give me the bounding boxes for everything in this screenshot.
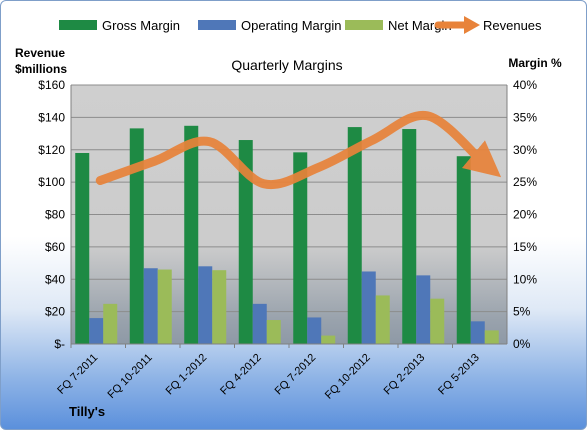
right-tick-label: 0% xyxy=(513,337,531,351)
operating-margin-bar xyxy=(198,266,213,344)
net-margin-bar xyxy=(375,295,390,344)
legend-label-revenues: Revenues xyxy=(483,18,542,33)
x-tick-label: FQ 5-2013 xyxy=(436,352,482,398)
right-axis-label: Margin % xyxy=(508,56,562,70)
gross-margin-bar xyxy=(347,127,362,345)
bars-group xyxy=(75,125,499,345)
operating-margin-bar xyxy=(89,318,104,344)
legend-label-gross-margin: Gross Margin xyxy=(102,18,180,33)
left-tick-label: $60 xyxy=(45,240,65,254)
right-tick-label: 40% xyxy=(513,78,537,92)
legend-swatch-gross-margin xyxy=(59,20,97,30)
gross-margin-bar xyxy=(402,129,417,344)
left-tick-label: $- xyxy=(54,337,65,351)
left-tick-label: $20 xyxy=(45,305,65,319)
revenue-line-group xyxy=(95,110,502,190)
left-tick-label: $100 xyxy=(38,175,65,189)
operating-margin-bar xyxy=(470,321,485,344)
right-tick-label: 35% xyxy=(513,110,537,124)
net-margin-bar xyxy=(103,303,118,344)
legend-swatch-net-margin xyxy=(345,20,383,30)
net-margin-bar xyxy=(484,330,499,344)
legend: Gross Margin Operating Margin Net Margin Re… xyxy=(59,16,542,34)
left-axis-label-line1: Revenue xyxy=(15,46,65,60)
gross-margin-bar xyxy=(129,128,144,344)
legend-label-net-margin: Net Margin xyxy=(388,18,452,33)
gross-margin-bar xyxy=(75,152,90,344)
right-tick-label: 5% xyxy=(513,305,531,319)
left-axis-label-line2: $millions xyxy=(15,62,67,76)
legend-arrowhead-revenues xyxy=(464,16,480,34)
net-margin-bar xyxy=(430,298,445,344)
gross-margin-bar xyxy=(238,140,253,344)
net-margin-bar xyxy=(157,269,172,344)
x-tick-label: FQ 10-2012 xyxy=(323,352,373,402)
right-tick-label: 30% xyxy=(513,143,537,157)
x-tick-label: FQ 7-2011 xyxy=(55,352,100,397)
x-tick-label: FQ 1-2012 xyxy=(164,352,210,398)
right-tick-label: 25% xyxy=(513,175,537,189)
left-tick-label: $140 xyxy=(38,110,65,124)
x-tick-label: FQ 7-2012 xyxy=(273,352,319,398)
legend-swatch-operating-margin xyxy=(198,20,236,30)
operating-margin-bar xyxy=(307,317,322,344)
gross-margin-bar xyxy=(456,156,471,344)
right-tick-label: 10% xyxy=(513,272,537,286)
net-margin-bar xyxy=(212,270,227,344)
net-margin-bar xyxy=(266,320,281,344)
operating-margin-bar xyxy=(252,303,267,344)
x-tick-label: FQ 2-2013 xyxy=(382,352,428,398)
x-tick-label: FQ 10-2011 xyxy=(105,352,154,401)
left-tick-label: $40 xyxy=(45,272,65,286)
x-tick-label: FQ 4-2012 xyxy=(218,352,264,398)
legend-label-operating-margin: Operating Margin xyxy=(241,18,341,33)
company-label: Tilly's xyxy=(69,404,105,419)
left-tick-label: $160 xyxy=(38,78,65,92)
right-tick-label: 15% xyxy=(513,240,537,254)
net-margin-bar xyxy=(321,335,336,344)
right-tick-label: 20% xyxy=(513,208,537,222)
gross-margin-bar xyxy=(184,125,199,344)
left-tick-label: $80 xyxy=(45,208,65,222)
chart-title: Quarterly Margins xyxy=(231,57,342,73)
revenues-line xyxy=(95,110,502,190)
gross-margin-bar xyxy=(293,152,308,344)
operating-margin-bar xyxy=(416,275,431,344)
operating-margin-bar xyxy=(361,271,376,344)
left-tick-label: $120 xyxy=(38,143,65,157)
operating-margin-bar xyxy=(143,268,158,344)
